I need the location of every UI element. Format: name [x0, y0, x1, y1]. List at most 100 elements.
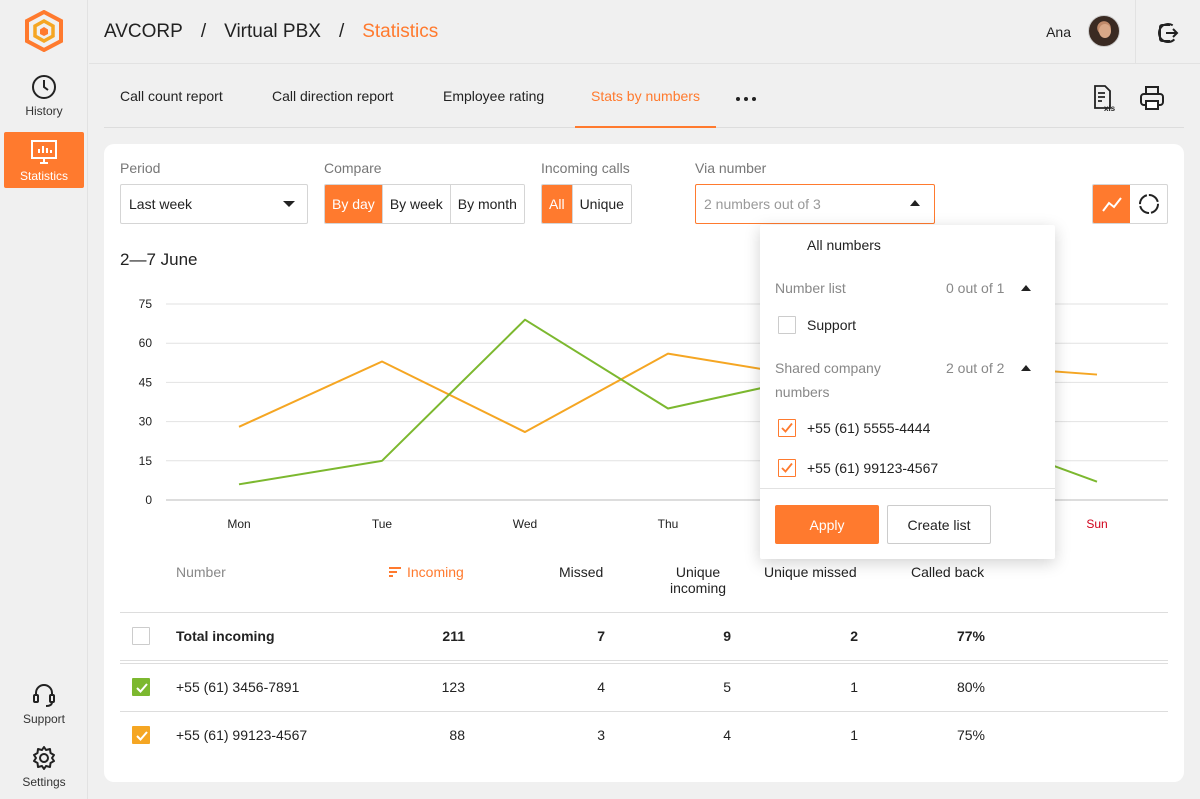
sidebar-item-statistics[interactable]: Statistics: [4, 132, 84, 188]
all-numbers-option[interactable]: All numbers: [807, 237, 881, 253]
shared-numbers-label-line-1: Shared company: [775, 360, 881, 376]
col-header-number[interactable]: Number: [176, 564, 226, 580]
breadcrumb-current: Statistics: [362, 21, 439, 42]
line-chart-icon: [1101, 197, 1122, 212]
via-number-select[interactable]: 2 numbers out of 3: [695, 184, 935, 224]
x-tick-label: Sun: [1086, 517, 1107, 531]
apply-button[interactable]: Apply: [775, 505, 879, 544]
row-called-back: 80%: [956, 679, 985, 695]
y-tick-label: 30: [139, 415, 153, 429]
support-list-checkbox[interactable]: [778, 316, 796, 334]
compare-by-month-button[interactable]: By month: [450, 185, 524, 223]
row-missed: 4: [597, 679, 605, 695]
export-xls-icon[interactable]: xls: [1090, 84, 1118, 112]
shared-numbers-section-label: Shared company numbers: [775, 356, 881, 404]
total-missed: 7: [597, 628, 605, 644]
line-chart-button[interactable]: [1093, 185, 1130, 223]
col-header-unique-missed[interactable]: Unique missed: [764, 564, 857, 580]
table-row[interactable]: +55 (61) 3456-7891 123 4 5 1 80%: [120, 663, 1168, 711]
via-number-dropdown: All numbers Number list 0 out of 1 Suppo…: [760, 225, 1055, 559]
row-unique-missed: 1: [850, 679, 858, 695]
check-icon: [781, 422, 793, 433]
shared-number-checkbox-1[interactable]: [778, 419, 796, 437]
row-divider: [120, 660, 1168, 661]
y-tick-label: 45: [139, 375, 153, 389]
avatar[interactable]: [1088, 15, 1120, 47]
chart-type-toggle: [1092, 184, 1168, 224]
row-missed: 3: [597, 727, 605, 743]
sidebar-item-history[interactable]: History: [4, 74, 84, 130]
y-tick-label: 15: [139, 454, 153, 468]
headset-icon: [33, 684, 55, 707]
sidebar-item-label: Statistics: [19, 169, 68, 183]
col-header-unique-incoming[interactable]: Unique incoming: [670, 564, 726, 596]
total-row-checkbox[interactable]: [132, 627, 150, 645]
row-divider: [120, 663, 1168, 664]
collapse-shared-numbers-icon[interactable]: [1021, 365, 1031, 371]
y-tick-label: 75: [139, 297, 153, 311]
chevron-up-icon: [910, 200, 920, 206]
pie-chart-button[interactable]: [1130, 185, 1167, 223]
gear-icon: [33, 746, 55, 770]
period-value: Last week: [129, 196, 193, 212]
shared-numbers-label-line-2: numbers: [775, 384, 830, 400]
incoming-all-button[interactable]: All: [542, 185, 573, 223]
col-header-missed[interactable]: Missed: [559, 564, 604, 580]
row-unique: 5: [723, 679, 731, 695]
sidebar: History Statistics Support Settings: [0, 0, 88, 799]
sidebar-item-settings[interactable]: Settings: [4, 745, 84, 799]
support-list-label[interactable]: Support: [807, 317, 857, 333]
table-total-row: Total incoming 211 7 9 2 77%: [120, 612, 1168, 660]
donut-chart-icon: [1138, 194, 1159, 214]
incoming-calls-label: Incoming calls: [541, 160, 630, 176]
header-divider: [1135, 0, 1136, 64]
col-header-unique-incoming-line-1: Unique: [675, 564, 721, 580]
sidebar-item-support[interactable]: Support: [4, 682, 84, 738]
logout-icon[interactable]: [1156, 21, 1180, 45]
tab-call-count-report[interactable]: Call count report: [120, 88, 223, 104]
x-tick-label: Wed: [513, 517, 537, 531]
total-incoming: 211: [442, 628, 465, 644]
number-list-section-label: Number list: [775, 280, 846, 296]
x-tick-label: Thu: [658, 517, 679, 531]
col-header-called-back[interactable]: Called back: [911, 564, 985, 580]
tab-employee-rating[interactable]: Employee rating: [443, 88, 545, 104]
header: AVCORP / Virtual PBX / Statistics Ana: [89, 0, 1200, 64]
more-tabs-button[interactable]: [734, 88, 758, 104]
collapse-number-list-icon[interactable]: [1021, 285, 1031, 291]
row-incoming: 123: [441, 679, 465, 695]
print-icon[interactable]: [1138, 84, 1166, 112]
breadcrumb-separator: /: [338, 21, 345, 42]
table-row[interactable]: +55 (61) 99123-4567 88 3 4 1 75%: [120, 711, 1168, 759]
period-label: Period: [120, 160, 161, 176]
user-name[interactable]: Ana: [1046, 24, 1071, 40]
x-tick-label: Mon: [227, 517, 250, 531]
create-list-button[interactable]: Create list: [887, 505, 991, 544]
xls-label: xls: [1104, 104, 1116, 112]
tab-stats-by-numbers[interactable]: Stats by numbers: [575, 64, 716, 128]
y-tick-label: 60: [139, 336, 153, 350]
breadcrumb: AVCORP / Virtual PBX / Statistics: [104, 21, 438, 43]
shared-number-label-1[interactable]: +55 (61) 5555-4444: [807, 420, 931, 436]
shared-number-label-2[interactable]: +55 (61) 99123-4567: [807, 460, 939, 476]
compare-by-week-button[interactable]: By week: [382, 185, 451, 223]
sort-icon: [389, 567, 401, 577]
y-tick-label: 0: [145, 493, 152, 507]
breadcrumb-company[interactable]: AVCORP: [104, 21, 183, 42]
period-select[interactable]: Last week: [120, 184, 308, 224]
shared-number-checkbox-2[interactable]: [778, 459, 796, 477]
breadcrumb-section[interactable]: Virtual PBX: [224, 21, 321, 42]
app-logo-icon[interactable]: [24, 10, 64, 52]
col-header-incoming[interactable]: Incoming: [388, 564, 464, 580]
incoming-unique-button[interactable]: Unique: [572, 185, 631, 223]
x-tick-label: Tue: [372, 517, 393, 531]
row-checkbox[interactable]: [132, 678, 150, 696]
col-header-incoming-label: Incoming: [407, 564, 464, 580]
compare-by-day-button[interactable]: By day: [325, 185, 383, 223]
total-unique: 9: [723, 628, 731, 644]
row-checkbox[interactable]: [132, 726, 150, 744]
tab-call-direction-report[interactable]: Call direction report: [272, 88, 394, 104]
col-header-unique-incoming-line-2: incoming: [670, 580, 727, 596]
row-number: +55 (61) 3456-7891: [176, 679, 300, 695]
check-icon: [781, 462, 793, 473]
